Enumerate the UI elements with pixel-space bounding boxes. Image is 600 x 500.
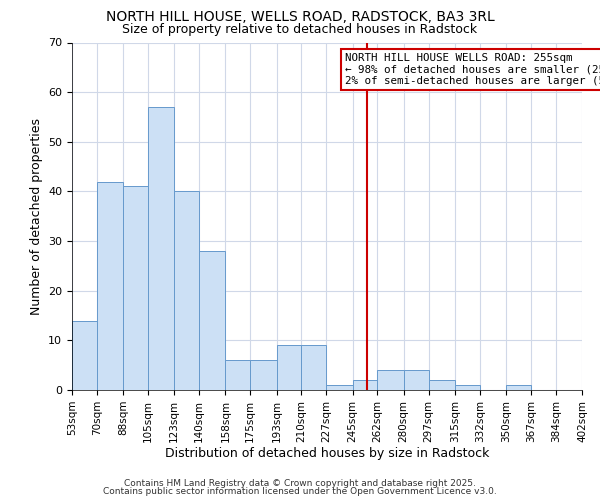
Bar: [123, 186, 148, 390]
Bar: [428, 380, 455, 390]
Bar: [72, 320, 97, 390]
Bar: [277, 346, 301, 390]
Bar: [506, 385, 531, 390]
Text: Contains HM Land Registry data © Crown copyright and database right 2025.: Contains HM Land Registry data © Crown c…: [124, 478, 476, 488]
Text: Contains public sector information licensed under the Open Government Licence v3: Contains public sector information licen…: [103, 487, 497, 496]
Bar: [377, 370, 404, 390]
Bar: [174, 192, 199, 390]
Text: NORTH HILL HOUSE WELLS ROAD: 255sqm
← 98% of detached houses are smaller (251)
2: NORTH HILL HOUSE WELLS ROAD: 255sqm ← 98…: [345, 53, 600, 86]
Text: Size of property relative to detached houses in Radstock: Size of property relative to detached ho…: [122, 22, 478, 36]
Bar: [226, 360, 250, 390]
Y-axis label: Number of detached properties: Number of detached properties: [29, 118, 43, 315]
X-axis label: Distribution of detached houses by size in Radstock: Distribution of detached houses by size …: [165, 448, 489, 460]
Bar: [97, 182, 123, 390]
Bar: [250, 360, 277, 390]
Bar: [404, 370, 428, 390]
Text: NORTH HILL HOUSE, WELLS ROAD, RADSTOCK, BA3 3RL: NORTH HILL HOUSE, WELLS ROAD, RADSTOCK, …: [106, 10, 494, 24]
Bar: [301, 346, 326, 390]
Bar: [455, 385, 480, 390]
Bar: [326, 385, 353, 390]
Bar: [148, 107, 174, 390]
Bar: [582, 385, 600, 390]
Bar: [199, 251, 226, 390]
Bar: [353, 380, 377, 390]
